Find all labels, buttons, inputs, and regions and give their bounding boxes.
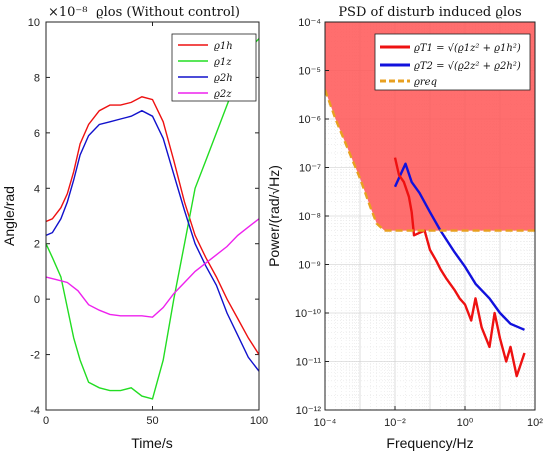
psd-chart-xlabel: Frequency/Hz: [386, 435, 473, 451]
psd-ytick-label: 10⁻⁶: [298, 114, 321, 126]
time-chart-xlabel: Time/s: [131, 435, 172, 451]
psd-ytick-label: 10⁻⁸: [298, 211, 321, 223]
psd-xtick-label: 10²: [527, 417, 543, 429]
time-chart: 0 50 100 -4 -2 0 2 4 6 8 10 ×10⁻⁸ ϱlos (Without co…: [1, 5, 268, 451]
psd-chart: 10⁻⁴ 10⁻² 10⁰ 10² 10⁻¹² 10⁻¹¹ 10⁻¹⁰ 10⁻⁹ 10⁻⁸ 10⁻…: [266, 5, 543, 451]
time-series-1z: [46, 38, 259, 400]
legend-label-rho2h: ϱ2h: [214, 73, 233, 84]
legend-label-rho1h: ϱ1h: [214, 41, 233, 52]
psd-series-rhoreq: [325, 89, 535, 232]
time-chart-ticks: 0 50 100 -4 -2 0 2 4 6 8 10: [28, 17, 268, 427]
time-chart-ylabel: Angle/rad: [1, 186, 17, 246]
psd-ytick-label: 10⁻¹¹: [296, 357, 322, 369]
time-ytick-label: 10: [28, 17, 40, 29]
psd-series-rhoT1: [393, 157, 526, 378]
time-xtick-label: 100: [250, 415, 268, 427]
psd-series-rhoT2: [393, 162, 525, 331]
time-plot-frame: [45, 21, 260, 411]
time-series-2z: [46, 218, 259, 318]
legend-label-rho1z: ϱ1z: [214, 57, 232, 68]
psd-chart-legend: ϱT1 = √(ϱ1z² + ϱ1h²) ϱT2 = √(ϱ2z² + ϱ2h²…: [374, 33, 531, 91]
psd-xtick-label: 10⁻⁴: [314, 417, 337, 429]
time-series-1h: [46, 96, 259, 355]
time-ytick-label: -2: [30, 350, 40, 362]
time-ytick-label: 8: [34, 72, 40, 84]
psd-ytick-label: 10⁻¹⁰: [295, 308, 322, 320]
time-ytick-label: -4: [30, 405, 40, 417]
psd-chart-title: PSD of disturb induced ϱlos: [338, 5, 521, 20]
psd-plot-frame: [324, 21, 536, 411]
time-chart-multiplier: ×10⁻⁸: [48, 5, 88, 20]
psd-ytick-label: 10⁻⁹: [298, 260, 321, 272]
psd-chart-ylabel: Power/(rad/√Hz): [266, 165, 282, 267]
time-chart-title: ϱlos (Without control): [96, 5, 240, 20]
time-ytick-label: 4: [34, 183, 40, 195]
time-series-2h: [46, 109, 259, 372]
time-ytick-label: 0: [34, 294, 40, 306]
psd-ytick-label: 10⁻¹²: [296, 405, 322, 417]
psd-chart-series: [325, 89, 535, 378]
psd-ytick-label: 10⁻⁷: [299, 163, 321, 175]
legend-label-rhoT1: ϱT1 = √(ϱ1z² + ϱ1h²): [414, 43, 521, 54]
time-chart-legend: ϱ1h ϱ1z ϱ2h ϱ2z: [171, 33, 257, 102]
time-xtick-label: 0: [43, 415, 49, 427]
time-ytick-label: 6: [34, 128, 40, 140]
psd-xtick-label: 10⁰: [457, 417, 474, 429]
legend-label-rhoreq: ϱreq: [414, 77, 437, 88]
time-ytick-label: 2: [34, 239, 40, 251]
legend-label-rho2z: ϱ2z: [214, 89, 232, 100]
psd-ytick-label: 10⁻⁴: [298, 17, 321, 29]
psd-xtick-label: 10⁻²: [384, 417, 406, 429]
legend-label-rhoT2: ϱT2 = √(ϱ2z² + ϱ2h²): [414, 61, 521, 72]
psd-ytick-label: 10⁻⁵: [298, 66, 321, 78]
time-xtick-label: 50: [146, 415, 158, 427]
time-chart-series: [46, 38, 259, 400]
